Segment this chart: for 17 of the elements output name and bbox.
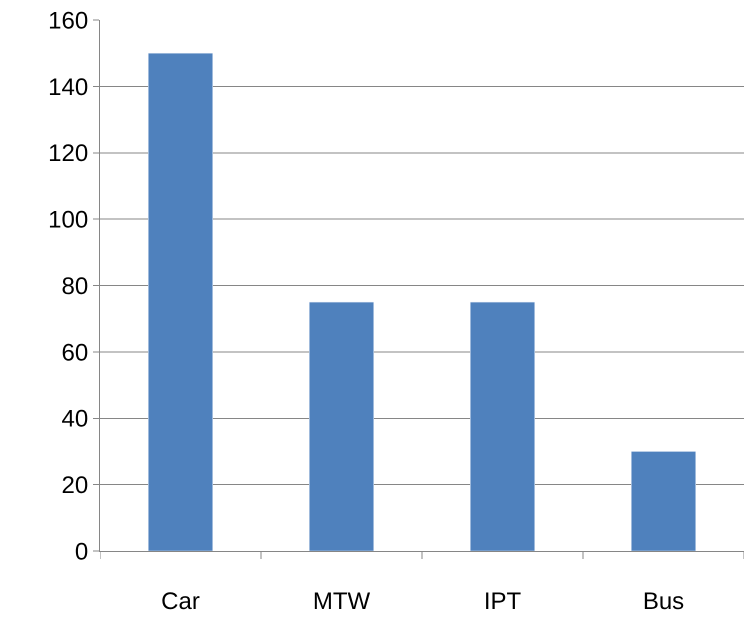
y-tick-label: 140 <box>48 74 88 101</box>
y-tick-label: 60 <box>61 339 88 366</box>
y-tick-label: 80 <box>61 272 88 300</box>
y-tick-label: 100 <box>48 206 88 234</box>
bar <box>470 302 535 551</box>
y-tick-label: 40 <box>61 406 88 433</box>
y-tick-label: 20 <box>61 472 88 500</box>
bar <box>309 302 374 551</box>
y-tick-label: 160 <box>48 7 88 34</box>
y-tick-label: 0 <box>74 538 88 566</box>
x-tick-label: MTW <box>312 588 370 615</box>
y-tick-label: 120 <box>48 140 88 168</box>
x-tick-label: Car <box>161 588 200 615</box>
x-tick-label: IPT <box>484 588 522 615</box>
bar <box>148 52 213 551</box>
bar <box>631 451 696 551</box>
x-tick-label: Bus <box>642 588 684 615</box>
